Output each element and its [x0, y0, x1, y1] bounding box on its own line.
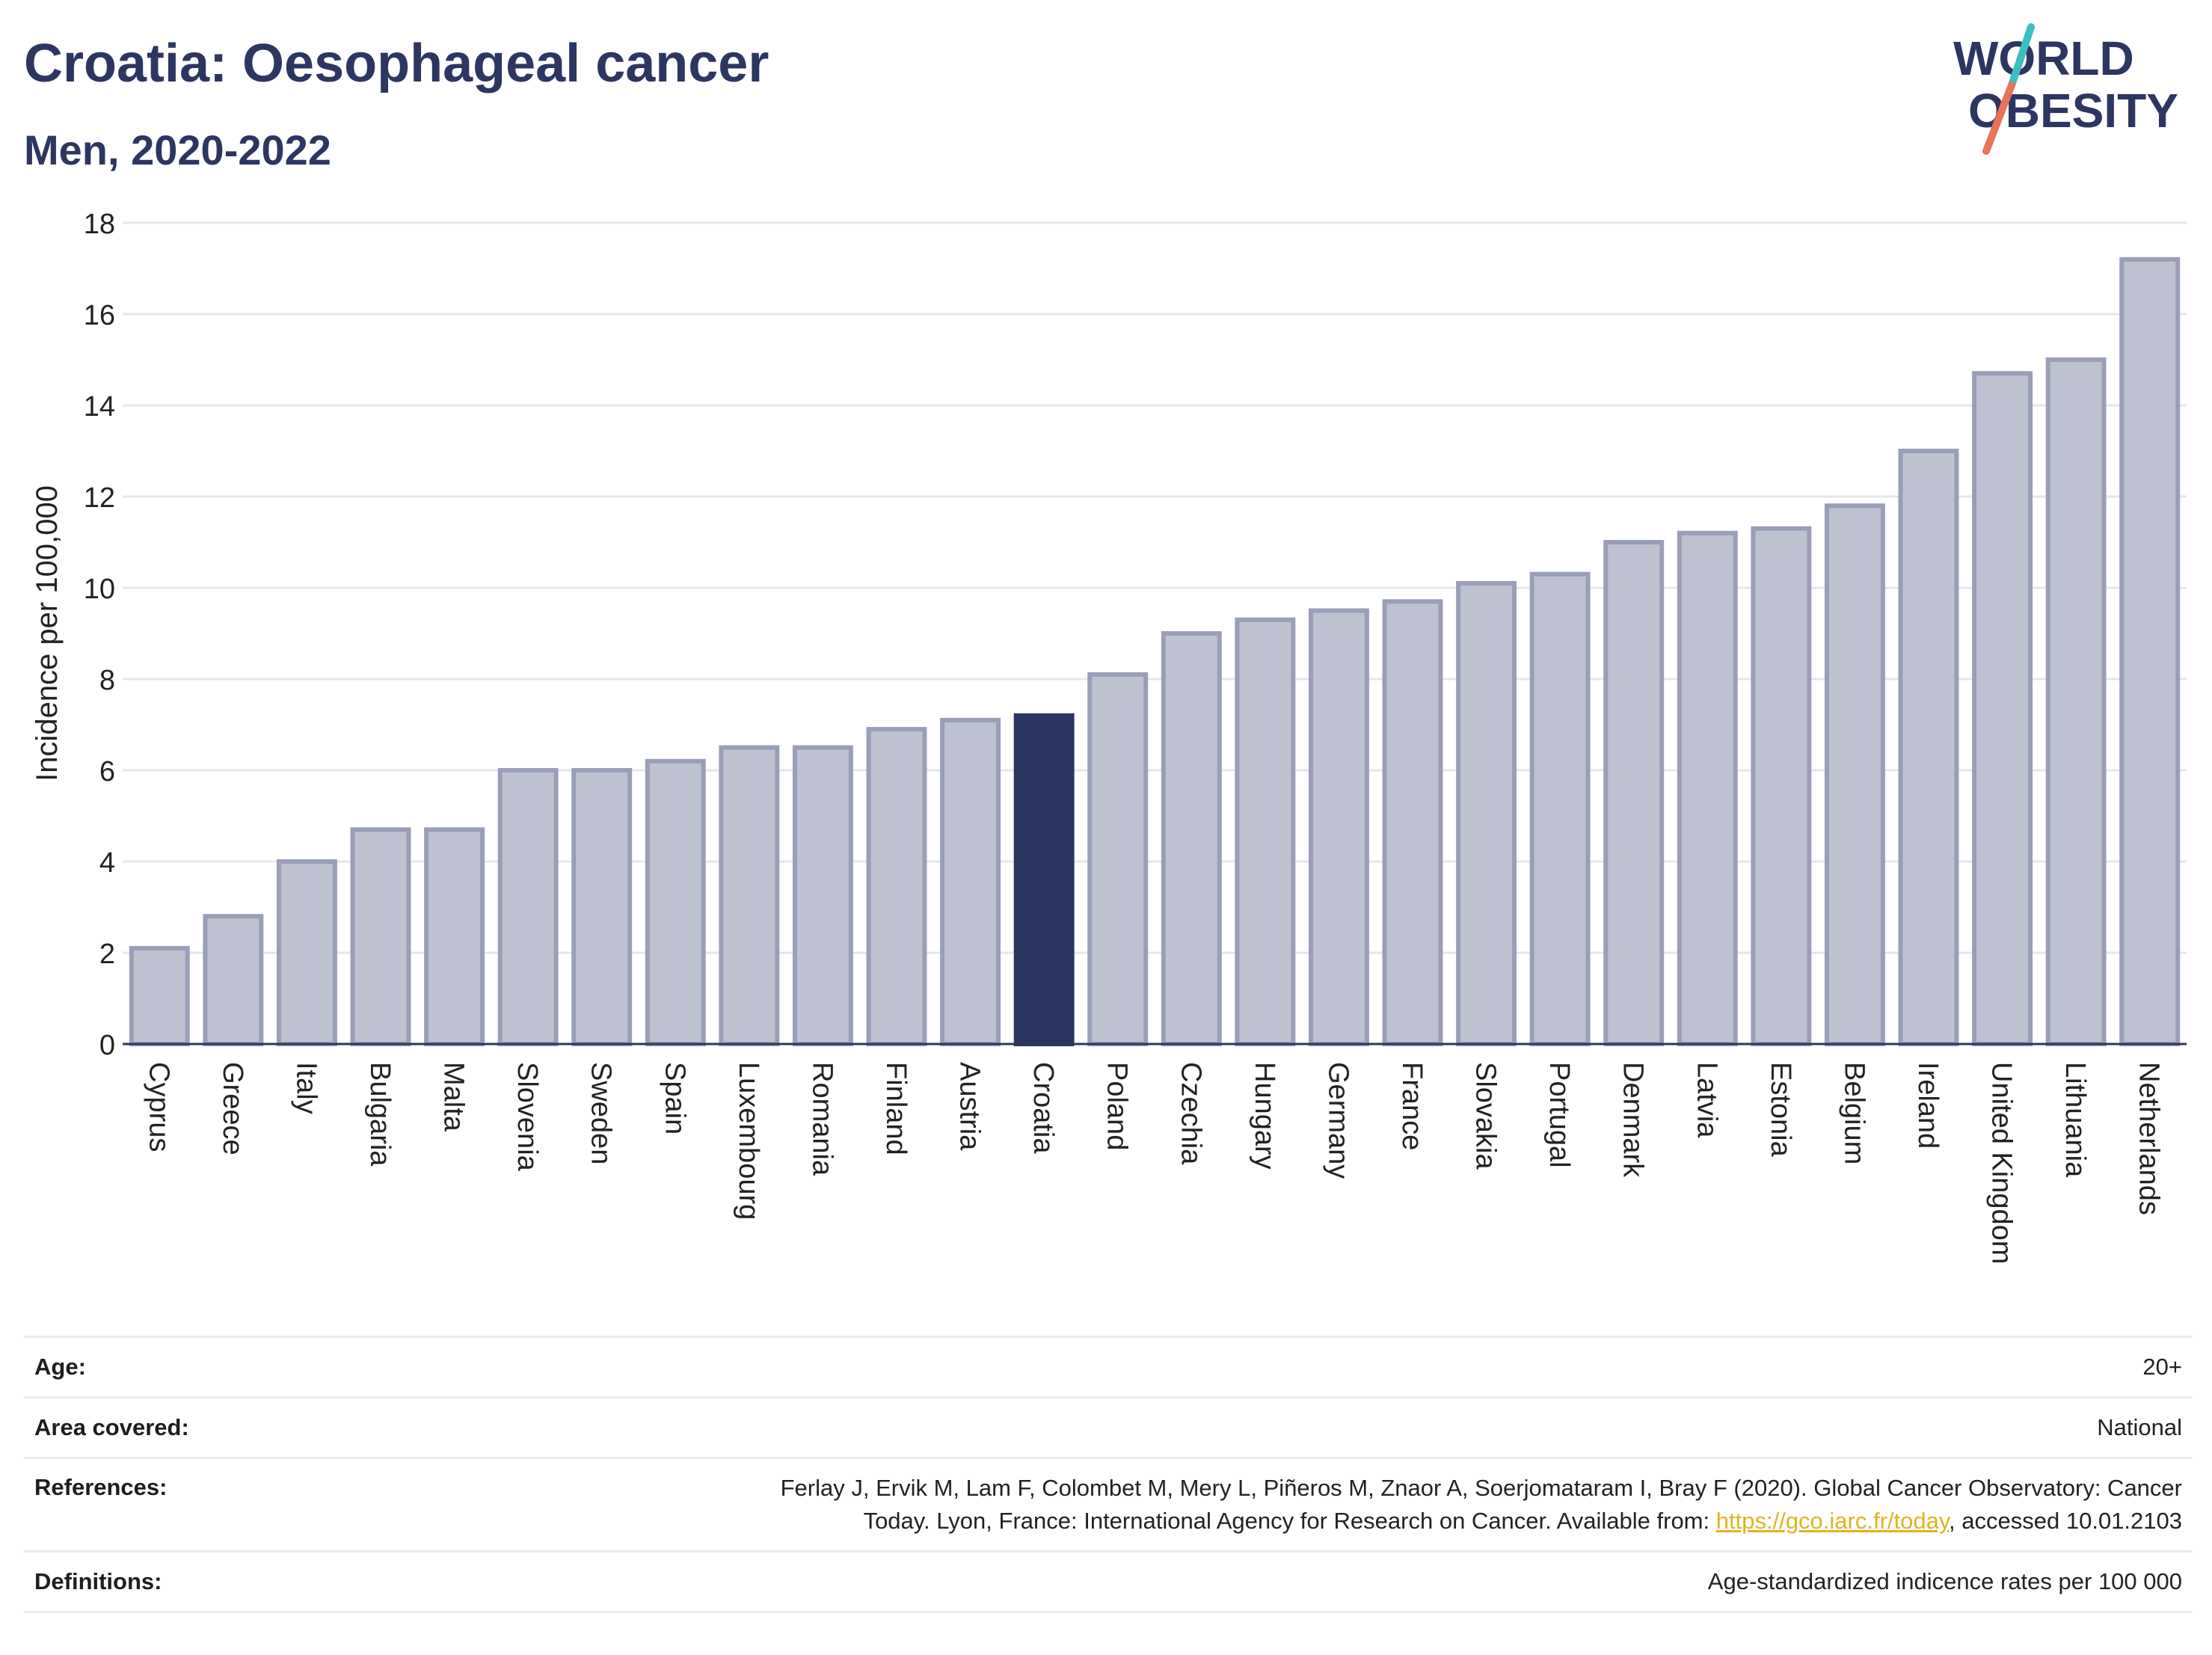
bar-united-kingdom — [1972, 371, 2033, 1047]
bar-luxembourg — [719, 745, 780, 1046]
bar-france — [1382, 599, 1443, 1046]
y-tick-label: 0 — [99, 1030, 115, 1061]
x-tick-label: Estonia — [1765, 1062, 1796, 1158]
bar-romania — [792, 745, 853, 1046]
chart-subtitle: Men, 2020-2022 — [24, 126, 331, 174]
x-tick-label: United Kingdom — [1986, 1062, 2018, 1264]
bar-portugal — [1529, 571, 1591, 1046]
bar-bulgaria — [350, 827, 411, 1046]
x-tick-label: Sweden — [586, 1062, 617, 1164]
bar-greece — [203, 914, 264, 1047]
references-line-2-pre: Today. Lyon, France: International Agenc… — [863, 1508, 1716, 1534]
bar-ireland — [1898, 449, 1959, 1046]
x-tick-label: Lithuania — [2059, 1062, 2091, 1178]
x-tick-label: Finland — [880, 1062, 912, 1155]
y-tick-label: 18 — [84, 209, 115, 240]
bar-czechia — [1161, 631, 1222, 1046]
bar-malta — [424, 827, 485, 1046]
x-tick-label: Portugal — [1543, 1062, 1575, 1168]
x-tick-label: Poland — [1102, 1062, 1133, 1150]
y-tick-label: 8 — [99, 665, 115, 696]
references-line-2-post: , accessed 10.01.2103 — [1949, 1508, 2182, 1534]
x-tick-label: France — [1396, 1062, 1428, 1150]
x-tick-label: Malta — [438, 1062, 470, 1132]
x-tick-label: Czechia — [1175, 1062, 1206, 1165]
definitions-label: Definitions: — [34, 1568, 162, 1594]
bar-slovenia — [497, 768, 559, 1046]
logo-slash-teal — [2008, 23, 2035, 89]
chart-title: Croatia: Oesophageal cancer — [24, 34, 769, 93]
bar-netherlands — [2119, 257, 2181, 1046]
bar-chart: 0 2 4 6 8 10 12 14 16 18 Cyprus Greece Italy Bulgaria… — [31, 209, 2187, 1264]
bar-belgium — [1824, 503, 1885, 1046]
bar-austria — [940, 717, 1001, 1047]
x-tick-label: Germany — [1322, 1062, 1354, 1179]
x-tick-label: Denmark — [1617, 1062, 1649, 1178]
x-tick-label: Romania — [806, 1062, 838, 1176]
y-tick-label: 16 — [84, 300, 115, 331]
references-value: Ferlay J, Ervik M, Lam F, Colombet M, Me… — [781, 1472, 2182, 1538]
logo-word-world: WORLD — [1953, 31, 2134, 85]
age-value: 20+ — [2142, 1354, 2182, 1380]
bar-estonia — [1751, 526, 1812, 1046]
x-tick-label: Hungary — [1249, 1062, 1280, 1170]
x-tick-label: Luxembourg — [733, 1062, 764, 1220]
x-tick-label: Belgium — [1838, 1062, 1870, 1164]
axes: 0 2 4 6 8 10 12 14 16 18 Cyprus Greece Italy Bulgaria… — [84, 209, 2187, 1264]
x-tick-label: Slovakia — [1470, 1062, 1502, 1170]
y-tick-label: 4 — [99, 847, 115, 879]
bar-hungary — [1235, 617, 1296, 1046]
x-tick-label: Ireland — [1912, 1062, 1944, 1149]
info-table: Age: 20+ Area covered: National Referenc… — [24, 1336, 2193, 1613]
x-tick-label: Bulgaria — [364, 1062, 396, 1167]
y-tick-label: 6 — [99, 756, 115, 787]
bar-poland — [1087, 672, 1149, 1047]
y-tick-label: 2 — [99, 939, 115, 970]
bar-latvia — [1677, 530, 1738, 1046]
bar-germany — [1308, 608, 1369, 1046]
bar-slovakia — [1456, 580, 1517, 1046]
x-tick-label: Italy — [290, 1062, 322, 1114]
x-tick-label: Austria — [954, 1062, 986, 1151]
definitions-value: Age-standardized indicence rates per 100… — [1707, 1568, 2182, 1594]
world-obesity-logo: WORLD OBESITY — [1953, 23, 2178, 155]
x-tick-label: Netherlands — [2133, 1062, 2165, 1215]
bar-italy — [276, 859, 337, 1046]
y-tick-label: 14 — [84, 391, 115, 423]
bar-finland — [866, 727, 927, 1046]
x-tick-label: Latvia — [1691, 1062, 1722, 1138]
references-line-1: Ferlay J, Ervik M, Lam F, Colombet M, Me… — [780, 1475, 2182, 1501]
x-tick-label: Cyprus — [143, 1062, 174, 1152]
references-label: References: — [34, 1474, 168, 1500]
bar-spain — [645, 758, 706, 1046]
info-row-area: Area covered: National — [24, 1396, 2193, 1457]
y-tick-label: 10 — [84, 574, 115, 605]
bar-sweden — [571, 768, 633, 1046]
area-label: Area covered: — [34, 1414, 189, 1440]
y-axis-label: Incidence per 100,000 — [31, 485, 64, 782]
bar-lithuania — [2045, 357, 2107, 1046]
info-row-definitions: Definitions: Age-standardized indicence … — [24, 1550, 2193, 1613]
x-tick-label: Spain — [659, 1062, 690, 1134]
area-value: National — [2097, 1414, 2182, 1440]
references-link[interactable]: https://gco.iarc.fr/today — [1715, 1508, 1950, 1534]
age-label: Age: — [34, 1354, 86, 1380]
logo-slash-coral — [1982, 82, 2015, 155]
bar-denmark — [1603, 540, 1665, 1046]
info-row-age: Age: 20+ — [24, 1336, 2193, 1396]
bar-cyprus — [129, 945, 190, 1047]
bar-croatia — [1013, 713, 1075, 1046]
y-tick-label: 12 — [84, 482, 115, 514]
info-row-references: References: Ferlay J, Ervik M, Lam F, Co… — [24, 1457, 2193, 1550]
x-tick-label: Croatia — [1027, 1062, 1059, 1154]
bars — [129, 257, 2181, 1047]
x-tick-label: Greece — [217, 1062, 248, 1155]
x-tick-label: Slovenia — [511, 1062, 543, 1172]
